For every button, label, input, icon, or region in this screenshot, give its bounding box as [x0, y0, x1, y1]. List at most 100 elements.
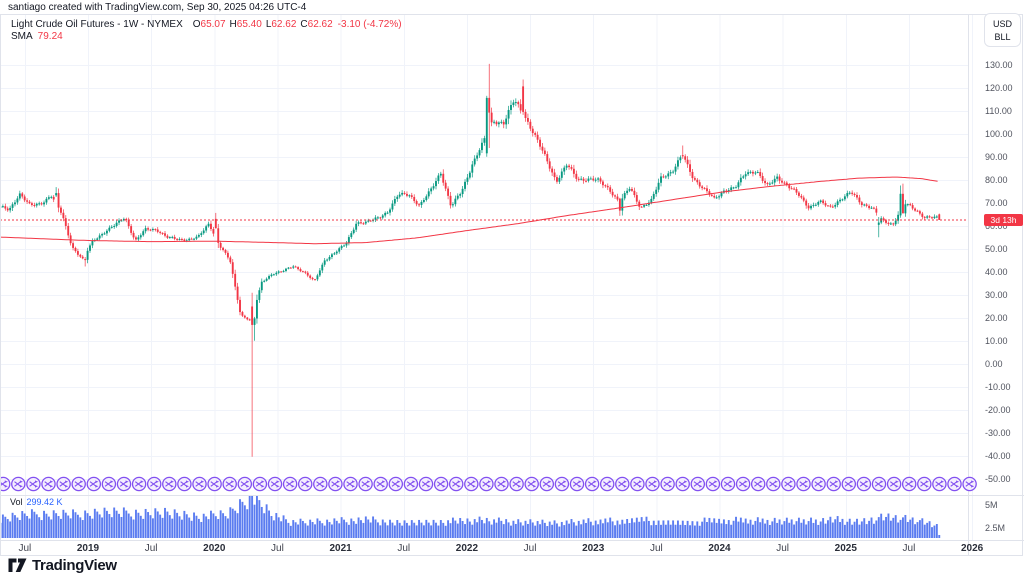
shuffle-arrows-icon [965, 481, 973, 487]
candle-body [101, 234, 104, 236]
volume-bar [11, 512, 14, 538]
volume-bar [299, 518, 302, 538]
tradingview-logo[interactable]: TradingView [8, 557, 117, 574]
shuffle-arrowheads-icon [4, 480, 8, 488]
candle-body [396, 196, 399, 199]
price-axis-label: 50.00 [985, 244, 1008, 254]
volume-bar [488, 521, 491, 538]
volume-bar [222, 513, 225, 538]
candle-body [11, 204, 14, 208]
volume-bar [858, 524, 861, 538]
volume-bar [885, 516, 887, 538]
candle-body [872, 207, 875, 209]
candle-body [178, 238, 181, 240]
sma-legend[interactable]: SMA 79.24 [11, 31, 63, 42]
volume-bar [761, 518, 764, 538]
volume-bar [824, 523, 827, 538]
candle-body [289, 267, 292, 269]
currency-label: USD [992, 19, 1012, 29]
shuffle-arrows-icon [678, 481, 686, 487]
shuffle-arrowheads-icon [910, 480, 914, 488]
candle-body [410, 195, 413, 197]
shuffle-arrows-icon [784, 481, 792, 487]
candle-body [352, 229, 355, 234]
candle-body [4, 206, 7, 209]
candle-body [916, 210, 919, 212]
volume-bar [660, 524, 662, 538]
volume-bar [144, 508, 147, 538]
shuffle-arrows-icon [738, 481, 746, 487]
shuffle-arrows-icon [316, 481, 324, 487]
candle-body [911, 205, 914, 209]
shuffle-arrows-icon [859, 481, 867, 487]
candle-body [9, 207, 12, 211]
volume-bar [829, 516, 832, 538]
time-axis-label: 2021 [329, 543, 352, 554]
volume-bar [190, 520, 193, 538]
volume-bar [790, 519, 793, 538]
shuffle-arrowheads-icon [608, 480, 612, 488]
volume-bar [62, 509, 65, 538]
time-axis-label: 2019 [76, 543, 100, 554]
volume-bar [391, 522, 394, 538]
volume-bar [539, 524, 541, 538]
volume-bar [120, 516, 123, 538]
candle-body [478, 150, 481, 156]
candle-body [655, 189, 658, 194]
volume-bar [478, 516, 481, 538]
sma-line [0, 176, 938, 245]
volume-bar [827, 520, 829, 538]
candle-body [229, 257, 232, 263]
volume-axis-label: 2.5M [985, 523, 1006, 533]
candle-body [713, 195, 716, 198]
candle-body [430, 188, 433, 192]
shuffle-arrowheads-icon [337, 480, 340, 488]
volume-bar [161, 517, 164, 538]
shuffle-arrows-icon [134, 481, 142, 487]
volume-bar [587, 518, 590, 538]
shuffle-arrows-icon [225, 481, 233, 487]
shuffle-arrows-icon [89, 481, 97, 487]
volume-bar [553, 520, 556, 538]
candle-body [253, 318, 256, 325]
volume-bar [23, 513, 26, 538]
volume-bar [735, 516, 737, 538]
candle-body [556, 177, 558, 182]
volume-bar [628, 522, 631, 538]
volume-bar [795, 521, 798, 538]
volume-bar [689, 525, 691, 538]
candle-body [599, 178, 602, 182]
volume-bar [151, 518, 154, 538]
volume-bar [459, 517, 462, 538]
volume-bar [843, 524, 846, 538]
candle-body [171, 236, 174, 238]
volume-legend[interactable]: Vol 299.42 K [10, 497, 63, 507]
volume-bar [860, 521, 863, 538]
currency-unit-badge[interactable]: USD BLL [984, 13, 1021, 47]
shuffle-arrows-circle [0, 476, 11, 492]
volume-bar [309, 519, 312, 538]
volume-bar [314, 524, 316, 538]
candle-body [318, 270, 321, 276]
shuffle-arrowheads-icon [457, 480, 461, 488]
symbol-title[interactable]: Light Crude Oil Futures - 1W - NYMEX [11, 19, 183, 30]
volume-bar [727, 520, 730, 538]
volume-bar [435, 522, 437, 538]
volume-bar [710, 522, 713, 538]
volume-bar [904, 514, 907, 538]
time-axis-label: 2026 [960, 543, 984, 554]
volume-bar [40, 520, 43, 538]
volume-bar [347, 524, 350, 538]
volume-bar [534, 525, 537, 538]
candle-body [166, 235, 169, 238]
volume-bar [926, 522, 929, 538]
candle-body [618, 198, 621, 211]
candle-body [173, 236, 176, 239]
volume-bar [268, 510, 270, 538]
volume-bar [202, 513, 205, 538]
volume-bar [285, 519, 287, 538]
volume-bar [89, 515, 91, 538]
volume-bar [369, 522, 372, 538]
candle-body [572, 168, 575, 174]
